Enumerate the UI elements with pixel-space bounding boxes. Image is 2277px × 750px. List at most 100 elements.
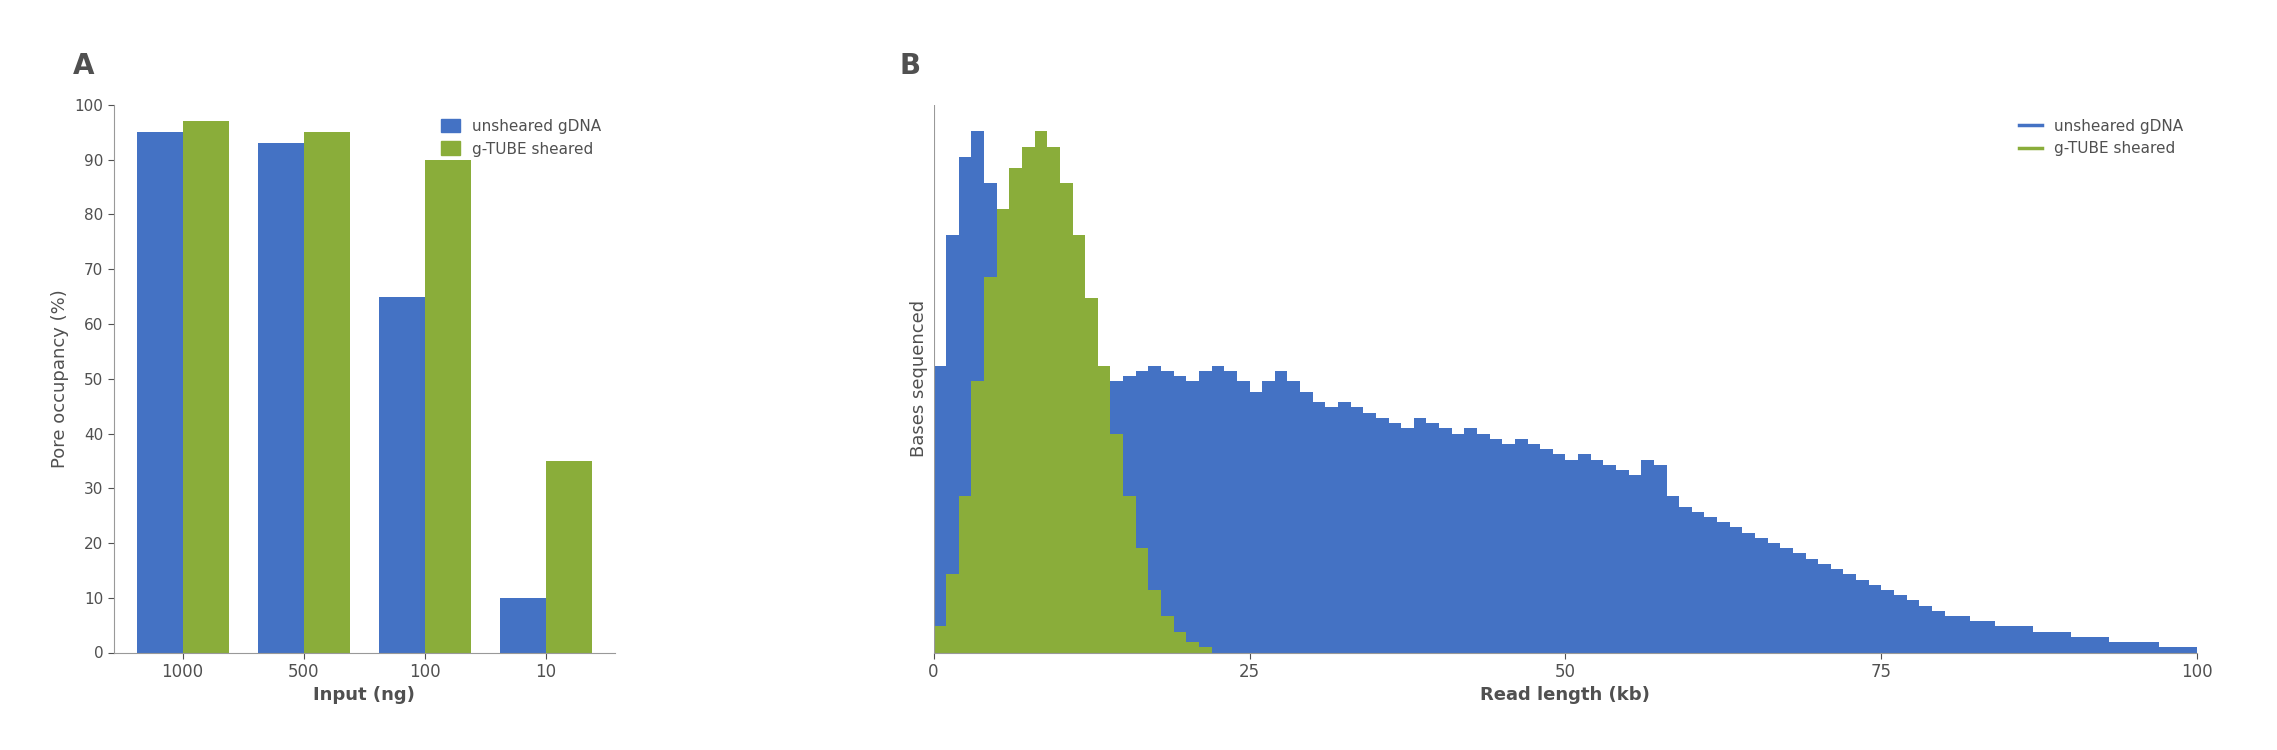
Bar: [2083, 637, 2097, 652]
Bar: [1111, 381, 1123, 652]
Bar: [1375, 418, 1389, 652]
Bar: [2147, 642, 2159, 652]
Bar: [1148, 366, 1161, 652]
Bar: [1931, 610, 1945, 652]
Bar: [1400, 428, 1414, 652]
Bar: [959, 496, 972, 652]
Bar: [1009, 262, 1022, 652]
Bar: [1628, 476, 1642, 652]
Bar: [1261, 381, 1275, 652]
Bar: [2109, 642, 2122, 652]
Bar: [182, 122, 228, 652]
Y-axis label: Pore occupancy (%): Pore occupancy (%): [50, 290, 68, 468]
Bar: [1136, 371, 1148, 652]
Bar: [1275, 371, 1287, 652]
Bar: [1072, 236, 1086, 652]
Bar: [1553, 454, 1567, 652]
Bar: [1200, 371, 1211, 652]
Bar: [426, 160, 471, 652]
Bar: [1111, 433, 1123, 652]
Bar: [2072, 637, 2083, 652]
Bar: [1086, 407, 1098, 652]
Bar: [501, 598, 546, 652]
Bar: [1489, 439, 1503, 652]
Legend: unsheared gDNA, g-TUBE sheared: unsheared gDNA, g-TUBE sheared: [435, 112, 608, 163]
Bar: [2058, 632, 2072, 652]
Bar: [2134, 642, 2147, 652]
Bar: [1086, 298, 1098, 652]
Bar: [546, 460, 592, 652]
Bar: [1325, 407, 1339, 652]
Bar: [1287, 381, 1300, 652]
Bar: [972, 381, 984, 652]
Bar: [1844, 574, 1856, 652]
Bar: [1072, 402, 1086, 652]
Bar: [1603, 465, 1617, 652]
Bar: [2159, 647, 2172, 652]
Bar: [1806, 559, 1819, 652]
Bar: [1514, 439, 1528, 652]
Bar: [1148, 590, 1161, 652]
Bar: [1578, 454, 1592, 652]
Text: B: B: [899, 53, 920, 80]
Bar: [2033, 632, 2045, 652]
Bar: [1767, 543, 1781, 652]
Bar: [1503, 444, 1514, 652]
Bar: [1236, 381, 1250, 652]
Bar: [1059, 183, 1072, 652]
Legend: unsheared gDNA, g-TUBE sheared: unsheared gDNA, g-TUBE sheared: [2013, 112, 2190, 163]
Bar: [1300, 392, 1312, 652]
Bar: [1022, 147, 1034, 652]
Bar: [2184, 647, 2197, 652]
Bar: [2045, 632, 2058, 652]
Bar: [1211, 366, 1225, 652]
Bar: [1098, 366, 1111, 652]
Bar: [1034, 131, 1047, 652]
Bar: [2020, 626, 2033, 652]
Bar: [1186, 381, 1200, 652]
Bar: [1173, 632, 1186, 652]
Bar: [1350, 407, 1364, 652]
Bar: [1983, 621, 1995, 652]
X-axis label: Input (ng): Input (ng): [314, 686, 414, 704]
Bar: [997, 225, 1009, 652]
Bar: [1567, 460, 1578, 652]
Bar: [1250, 392, 1261, 652]
Bar: [947, 574, 959, 652]
Bar: [1098, 392, 1111, 652]
Bar: [1667, 496, 1678, 652]
Bar: [1869, 585, 1881, 652]
Bar: [1034, 340, 1047, 652]
Bar: [1678, 506, 1692, 652]
Bar: [1123, 376, 1136, 652]
Bar: [1186, 642, 1200, 652]
Bar: [1831, 569, 1844, 652]
Bar: [984, 277, 997, 652]
Bar: [1894, 596, 1906, 652]
Bar: [947, 236, 959, 652]
Bar: [2122, 642, 2134, 652]
Bar: [1339, 402, 1350, 652]
X-axis label: Read length (kb): Read length (kb): [1480, 686, 1651, 704]
Bar: [1425, 423, 1439, 652]
Bar: [1123, 496, 1136, 652]
Bar: [1047, 366, 1059, 652]
Bar: [1906, 600, 1920, 652]
Bar: [1059, 392, 1072, 652]
Bar: [1389, 423, 1400, 652]
Bar: [959, 158, 972, 652]
Bar: [1414, 418, 1425, 652]
Bar: [1742, 532, 1756, 652]
Bar: [1364, 413, 1375, 652]
Bar: [378, 296, 426, 652]
Bar: [1731, 527, 1742, 652]
Bar: [1009, 167, 1022, 652]
Bar: [1200, 647, 1211, 652]
Bar: [984, 183, 997, 652]
Bar: [1528, 444, 1539, 652]
Bar: [137, 132, 182, 652]
Bar: [1478, 433, 1489, 652]
Bar: [1453, 433, 1464, 652]
Bar: [1792, 554, 1806, 652]
Bar: [1464, 428, 1478, 652]
